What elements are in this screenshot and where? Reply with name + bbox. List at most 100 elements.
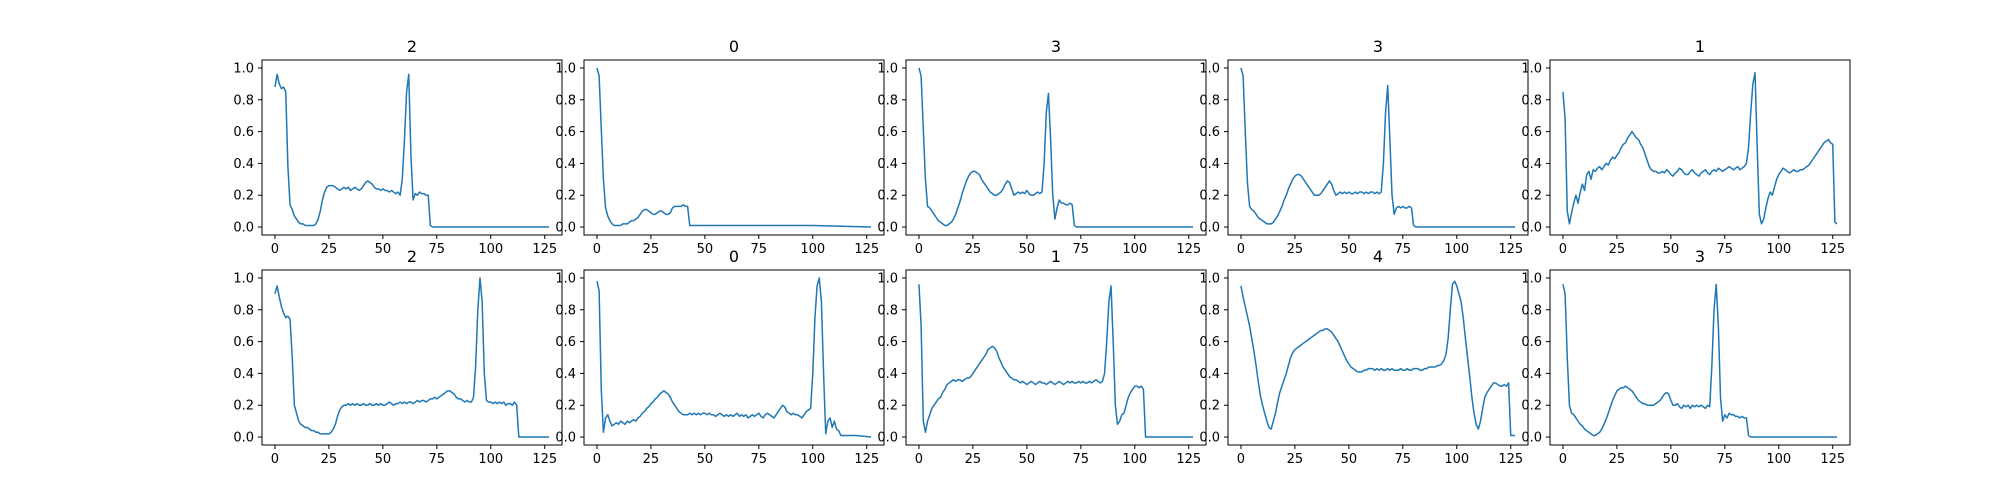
subplot-3: 3 0 25 50 75 100 125 0.0 0.2 0.4 0.6 0.8 1.0: [877, 37, 1207, 257]
subplot-title: 1: [1051, 247, 1061, 266]
y-tick-label: 0.8: [1199, 93, 1220, 108]
y-tick-label: 0.0: [1199, 221, 1220, 236]
x-tick-label: 125: [1498, 242, 1523, 257]
subplot-title: 0: [729, 247, 739, 266]
subplot-title: 1: [1695, 37, 1705, 56]
y-tick-label: 0.0: [233, 431, 254, 446]
y-tick-label: 0.6: [555, 125, 576, 140]
x-tick-label: 0: [271, 452, 279, 467]
x-tick-label: 0: [1237, 452, 1245, 467]
y-tick-label: 1.0: [1521, 61, 1542, 76]
y-tick-label: 0.0: [555, 431, 576, 446]
y-tick-label: 0.6: [1521, 335, 1542, 350]
x-tick-label: 125: [532, 242, 557, 257]
series-line: [1240, 67, 1516, 228]
x-tick-label: 50: [1663, 452, 1680, 467]
y-tick-label: 0.4: [877, 157, 898, 172]
subplot-9: 4 0 25 50 75 100 125 0.0 0.2 0.4 0.6 0.8 1.0: [1199, 247, 1529, 467]
y-tick-label: 0.4: [1199, 367, 1220, 382]
x-tick-label: 75: [429, 242, 446, 257]
y-tick-label: 0.4: [1521, 367, 1542, 382]
y-tick-label: 0.8: [233, 303, 254, 318]
y-tick-label: 0.2: [233, 399, 254, 414]
subplot-title: 4: [1373, 247, 1383, 266]
x-tick-label: 125: [1820, 452, 1845, 467]
series-line: [918, 67, 1194, 228]
subplot-1: 2 0 25 50 75 100 125 0.0 0.2 0.4 0.6 0.8 1.0: [233, 37, 563, 257]
x-tick-label: 125: [854, 452, 879, 467]
axes-frame: [261, 59, 563, 236]
x-tick-label: 100: [478, 452, 503, 467]
axes-frame: [1227, 269, 1529, 446]
x-tick-label: 50: [1019, 242, 1036, 257]
axes-frame: [905, 269, 1207, 446]
y-tick-label: 0.0: [877, 221, 898, 236]
x-tick-label: 125: [532, 452, 557, 467]
y-tick-label: 0.2: [555, 399, 576, 414]
y-tick-label: 0.8: [877, 93, 898, 108]
x-tick-label: 0: [1237, 242, 1245, 257]
y-tick-label: 0.6: [1521, 125, 1542, 140]
x-tick-label: 25: [321, 452, 338, 467]
x-tick-label: 125: [854, 242, 879, 257]
y-tick-label: 0.4: [233, 367, 254, 382]
x-tick-label: 125: [1498, 452, 1523, 467]
x-tick-label: 100: [1766, 452, 1791, 467]
subplot-5: 1 0 25 50 75 100 125 0.0 0.2 0.4 0.6 0.8 1.0: [1521, 37, 1851, 257]
x-tick-label: 100: [478, 242, 503, 257]
y-tick-label: 0.4: [877, 367, 898, 382]
y-tick-label: 0.4: [1199, 157, 1220, 172]
subplot-title: 3: [1051, 37, 1061, 56]
y-tick-label: 0.4: [555, 157, 576, 172]
y-tick-label: 1.0: [1199, 61, 1220, 76]
subplot-2: 0 0 25 50 75 100 125 0.0 0.2 0.4 0.6 0.8 1.0: [555, 37, 885, 257]
x-tick-label: 0: [915, 452, 923, 467]
y-tick-label: 1.0: [233, 271, 254, 286]
x-tick-label: 75: [1395, 242, 1412, 257]
x-tick-label: 25: [643, 242, 660, 257]
subplot-6: 2 0 25 50 75 100 125 0.0 0.2 0.4 0.6 0.8 1.0: [233, 247, 563, 467]
y-tick-label: 0.8: [555, 303, 576, 318]
x-tick-label: 50: [1019, 452, 1036, 467]
y-tick-label: 0.8: [1521, 93, 1542, 108]
y-tick-label: 0.0: [1521, 431, 1542, 446]
subplot-4: 3 0 25 50 75 100 125 0.0 0.2 0.4 0.6 0.8 1.0: [1199, 37, 1529, 257]
y-tick-label: 0.0: [233, 221, 254, 236]
y-tick-label: 0.8: [877, 303, 898, 318]
subplot-10: 3 0 25 50 75 100 125 0.0 0.2 0.4 0.6 0.8 1.0: [1521, 247, 1851, 467]
x-tick-label: 100: [1444, 452, 1469, 467]
x-tick-label: 50: [375, 242, 392, 257]
y-tick-label: 0.8: [555, 93, 576, 108]
series-line: [918, 284, 1194, 438]
x-tick-label: 75: [1073, 452, 1090, 467]
x-tick-label: 25: [1287, 452, 1304, 467]
series-line: [596, 67, 872, 228]
x-tick-label: 0: [1559, 242, 1567, 257]
x-tick-label: 75: [1717, 452, 1734, 467]
x-tick-label: 0: [593, 242, 601, 257]
x-tick-label: 50: [697, 242, 714, 257]
series-line: [1562, 283, 1838, 438]
x-tick-label: 50: [1341, 242, 1358, 257]
x-tick-label: 75: [429, 452, 446, 467]
axes-frame: [1549, 59, 1851, 236]
x-tick-label: 0: [915, 242, 923, 257]
y-tick-label: 0.8: [233, 93, 254, 108]
series-line: [1562, 71, 1838, 225]
y-tick-label: 0.2: [1199, 399, 1220, 414]
subplot-title: 2: [407, 247, 417, 266]
y-tick-label: 0.2: [1199, 189, 1220, 204]
x-tick-label: 100: [1122, 242, 1147, 257]
subplot-title: 2: [407, 37, 417, 56]
y-tick-label: 0.2: [1521, 189, 1542, 204]
x-tick-label: 25: [965, 452, 982, 467]
series-line: [1240, 280, 1516, 437]
x-tick-label: 75: [1717, 242, 1734, 257]
x-tick-label: 75: [1073, 242, 1090, 257]
y-tick-label: 0.6: [1199, 335, 1220, 350]
x-tick-label: 100: [1766, 242, 1791, 257]
y-tick-label: 0.8: [1521, 303, 1542, 318]
y-tick-label: 0.0: [555, 221, 576, 236]
y-tick-label: 1.0: [1199, 271, 1220, 286]
